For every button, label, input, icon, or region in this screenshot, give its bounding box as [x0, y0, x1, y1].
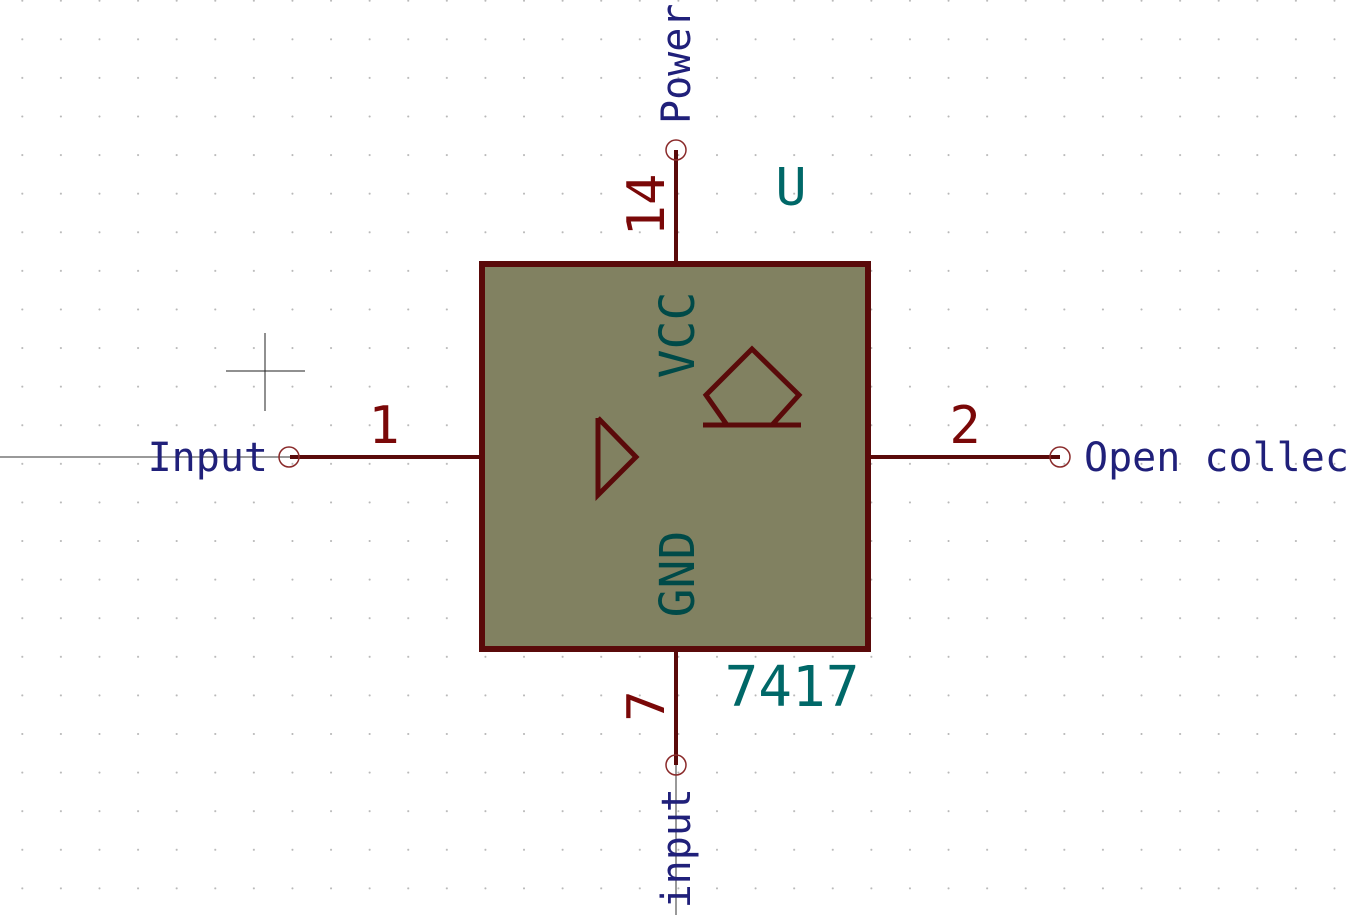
pin-power-number: 14 [617, 174, 677, 237]
buffer-triangle-icon [595, 416, 640, 502]
pin-power-name: VCC [650, 292, 706, 379]
pin-ground-number: 7 [617, 690, 677, 721]
net-label-power[interactable]: Power [654, 4, 700, 124]
pin-power-end[interactable] [665, 139, 687, 161]
component-value[interactable]: 7417 [725, 655, 860, 720]
net-label-input[interactable]: Input [148, 435, 268, 481]
open-collector-icon [702, 345, 803, 428]
pin-input-end[interactable] [278, 446, 300, 468]
pin-output-number: 2 [949, 396, 980, 456]
net-label-ground[interactable]: input [654, 788, 700, 908]
component-reference[interactable]: U [775, 158, 806, 218]
pin-ground-name: GND [650, 531, 706, 618]
pin-input-number: 1 [368, 396, 399, 456]
pin-output-end[interactable] [1049, 446, 1071, 468]
pin-ground-end[interactable] [665, 754, 687, 776]
net-label-output[interactable]: Open collector [1084, 435, 1351, 481]
crosshair-cursor-icon [226, 333, 305, 411]
